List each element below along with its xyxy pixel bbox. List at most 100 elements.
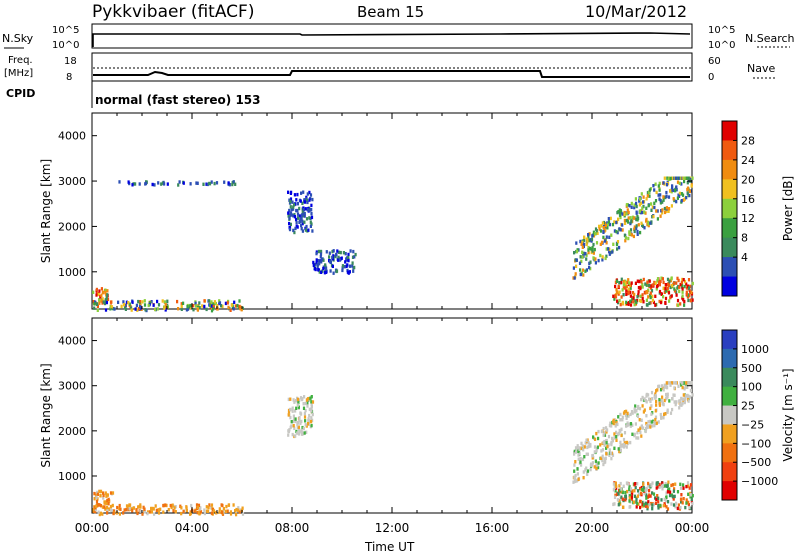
y-tick-label: 4000 <box>58 335 86 348</box>
data-cell <box>118 506 121 511</box>
data-cell <box>151 506 154 511</box>
data-cell <box>610 441 613 446</box>
data-cell <box>584 252 587 256</box>
data-cell <box>636 482 639 486</box>
data-cell <box>575 450 578 454</box>
data-cell <box>642 200 645 204</box>
data-cell <box>614 489 617 493</box>
data-cell <box>648 279 651 283</box>
data-cell <box>633 205 636 210</box>
data-cell <box>573 475 576 479</box>
data-cell <box>667 209 670 213</box>
data-cell <box>341 268 344 273</box>
data-cell <box>649 425 652 429</box>
data-cell <box>662 198 665 202</box>
data-cell <box>213 300 216 304</box>
data-cell <box>685 286 688 290</box>
data-cell <box>317 268 320 272</box>
data-cell <box>352 269 355 273</box>
data-cell <box>616 492 619 496</box>
data-cell <box>657 496 660 500</box>
data-cell <box>163 182 166 186</box>
data-cell <box>214 301 217 306</box>
data-cell <box>629 286 632 290</box>
data-cell <box>588 232 591 236</box>
data-cell <box>598 227 601 231</box>
x-tick-label: 00:00 <box>75 521 110 535</box>
data-cell <box>634 422 637 426</box>
data-cell <box>290 420 293 424</box>
data-cell <box>639 197 642 201</box>
data-cell <box>622 444 625 448</box>
data-cell <box>106 511 109 515</box>
data-cell <box>319 255 322 259</box>
data-cell <box>666 507 670 511</box>
data-cell <box>292 214 295 218</box>
data-cell <box>205 505 208 509</box>
data-cell <box>97 292 100 297</box>
data-cell <box>654 396 657 400</box>
data-cell <box>99 295 102 299</box>
nsky-top-tick: 10^5 <box>52 25 79 36</box>
data-cell <box>673 487 676 491</box>
data-cell <box>639 499 642 504</box>
data-cell <box>128 302 131 306</box>
data-cell <box>649 419 652 424</box>
data-cell <box>674 189 677 193</box>
data-cell <box>587 245 590 250</box>
data-cell <box>616 422 619 427</box>
data-cell <box>138 306 141 311</box>
data-cell <box>655 209 658 213</box>
data-cell <box>678 181 681 185</box>
data-cell <box>627 287 630 292</box>
data-cell <box>677 384 680 388</box>
data-cell <box>630 201 633 206</box>
data-cell <box>683 179 686 184</box>
data-cell <box>295 406 298 410</box>
data-cell <box>616 498 619 502</box>
data-cell <box>297 432 301 436</box>
nsky-trace <box>92 32 691 47</box>
data-cell <box>344 252 347 256</box>
data-cell <box>141 512 144 516</box>
data-cell <box>685 381 688 385</box>
data-cell <box>635 436 638 440</box>
data-cell <box>339 250 342 255</box>
data-cell <box>671 176 674 180</box>
data-cell <box>664 287 667 291</box>
data-cell <box>642 503 645 507</box>
data-cell <box>299 396 303 400</box>
data-cell <box>589 246 592 251</box>
data-cell <box>662 280 665 285</box>
data-cell <box>639 430 642 435</box>
data-cell <box>106 297 110 302</box>
data-cell <box>626 280 629 285</box>
data-cell <box>608 247 611 252</box>
data-cell <box>678 289 681 294</box>
data-cell <box>301 219 304 223</box>
data-cell <box>616 290 619 294</box>
data-cell <box>197 503 201 508</box>
data-cell <box>582 273 585 277</box>
data-cell <box>104 491 107 495</box>
colorbar-segment <box>722 140 737 161</box>
data-cell <box>630 497 633 501</box>
data-cell <box>195 181 198 185</box>
data-cell <box>100 299 103 303</box>
data-cell <box>613 220 616 224</box>
data-cell <box>682 278 685 282</box>
data-cell <box>621 497 624 501</box>
data-cell <box>288 216 291 220</box>
data-cell <box>130 306 133 310</box>
data-cell <box>663 412 666 416</box>
colorbar-tick-label: 4 <box>741 251 748 264</box>
data-cell <box>180 511 183 516</box>
data-cell <box>310 407 313 412</box>
data-cell <box>663 290 666 294</box>
data-cell <box>629 290 632 294</box>
data-cell <box>109 300 113 304</box>
data-cell <box>625 445 628 449</box>
data-cell <box>583 238 586 242</box>
data-cell <box>616 230 619 235</box>
data-cell <box>625 289 628 293</box>
